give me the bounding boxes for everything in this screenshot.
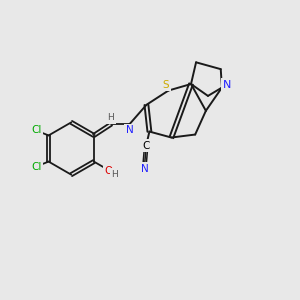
Text: Cl: Cl <box>31 162 41 172</box>
Text: N: N <box>141 164 148 174</box>
Text: C: C <box>142 140 149 151</box>
Text: N: N <box>223 80 232 90</box>
Text: N: N <box>126 125 134 135</box>
Text: Cl: Cl <box>31 125 41 135</box>
Text: O: O <box>105 166 113 176</box>
Text: H: H <box>111 170 118 179</box>
Text: H: H <box>107 113 114 122</box>
Text: S: S <box>163 80 170 90</box>
